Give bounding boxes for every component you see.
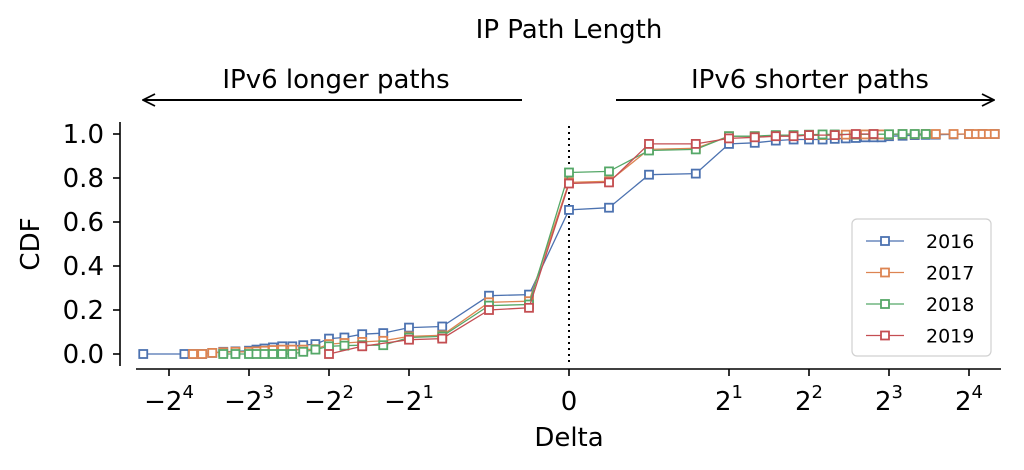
data-point <box>644 138 654 149</box>
data-point <box>259 349 270 359</box>
legend-box <box>851 218 992 357</box>
data-point <box>749 132 760 143</box>
data-point <box>207 347 218 358</box>
data-point <box>484 305 494 315</box>
data-point <box>850 129 861 139</box>
legend-label-2018: 2018 <box>926 294 974 316</box>
data-point <box>188 349 198 359</box>
y-axis-label: CDF <box>16 217 46 270</box>
data-point <box>277 349 288 359</box>
data-point <box>230 349 241 359</box>
data-point <box>324 341 334 352</box>
series-layer <box>138 129 1000 359</box>
x-axis: −24 −23 −22 −21 0 21 22 23 24 Delta <box>136 368 1001 453</box>
data-point <box>564 167 574 178</box>
data-point <box>604 166 614 177</box>
data-point <box>324 349 334 359</box>
x-tick-label: −23 <box>224 382 274 417</box>
data-point <box>138 349 149 359</box>
data-point <box>690 138 701 149</box>
legend-items: 2016 2017 2018 2019 <box>866 231 974 348</box>
data-point <box>564 178 574 189</box>
data-point <box>829 130 840 141</box>
data-point <box>298 346 309 357</box>
data-point <box>989 129 1000 139</box>
data-point <box>179 349 190 359</box>
x-tick-label: 21 <box>715 382 743 417</box>
data-point <box>378 340 389 351</box>
x-tick-label: 0 <box>561 387 578 417</box>
data-point <box>564 204 574 215</box>
data-point <box>404 334 414 345</box>
data-point <box>287 349 298 359</box>
x-axis-label: Delta <box>534 423 603 453</box>
data-point <box>817 129 828 140</box>
legend-label-2019: 2019 <box>926 326 974 348</box>
x-tick-label: −22 <box>304 382 354 417</box>
data-point <box>437 321 448 332</box>
y-ticks: 0.0 0.2 0.4 0.6 0.8 1.0 <box>63 120 120 370</box>
data-point <box>339 340 350 351</box>
data-point <box>724 133 734 144</box>
data-point <box>930 129 941 139</box>
y-tick-label: 0.6 <box>63 208 104 238</box>
data-point <box>948 129 959 139</box>
data-point <box>897 129 908 139</box>
y-tick-label: 0.2 <box>63 296 104 326</box>
x-tick-label: 22 <box>795 382 823 417</box>
x-tick-label: 23 <box>875 382 903 417</box>
data-point <box>218 349 229 359</box>
legend-marker-2019 <box>880 330 890 341</box>
annotation-right-label: IPv6 shorter paths <box>691 65 929 95</box>
series-2019 <box>324 129 879 359</box>
legend-marker-2018 <box>880 299 890 309</box>
y-tick-label: 0.4 <box>63 252 104 282</box>
data-point <box>644 169 654 180</box>
x-tick-label: 24 <box>955 382 983 417</box>
data-point <box>197 349 208 359</box>
data-point <box>920 129 931 139</box>
data-point <box>909 129 920 139</box>
legend: 2016 2017 2018 2019 <box>851 218 992 357</box>
legend-marker-2017 <box>880 267 890 278</box>
x-tick-label: −24 <box>144 382 194 417</box>
x-ticks: −24 −23 −22 −21 0 21 22 23 24 <box>144 369 983 417</box>
data-point <box>404 322 414 333</box>
data-point <box>310 344 321 355</box>
y-tick-label: 0.8 <box>63 164 104 194</box>
y-axis: 0.0 0.2 0.4 0.6 0.8 1.0 CDF <box>16 120 121 370</box>
data-point <box>868 129 879 139</box>
data-point <box>604 177 614 188</box>
data-point <box>690 168 701 179</box>
chart-title: IP Path Length <box>476 15 663 45</box>
data-point <box>884 129 894 140</box>
y-tick-label: 1.0 <box>63 120 104 150</box>
legend-marker-2016 <box>880 236 890 246</box>
legend-label-2017: 2017 <box>926 263 974 285</box>
series-2018 <box>218 129 931 359</box>
data-point <box>251 349 262 359</box>
annotation-left-label: IPv6 longer paths <box>222 65 449 95</box>
data-point <box>770 131 781 142</box>
data-point <box>804 130 814 141</box>
data-point <box>437 333 448 344</box>
y-tick-label: 0.0 <box>63 340 104 370</box>
series-line-2019 <box>328 133 874 355</box>
legend-label-2016: 2016 <box>926 231 974 253</box>
series-line-2018 <box>223 133 926 355</box>
data-point <box>268 349 278 359</box>
x-tick-label: −21 <box>384 382 434 417</box>
data-point <box>788 131 799 142</box>
data-point <box>524 302 534 313</box>
data-point <box>604 202 614 213</box>
data-point <box>357 341 368 352</box>
